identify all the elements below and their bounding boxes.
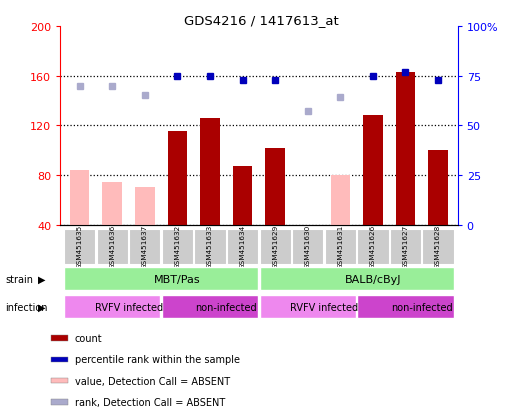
Bar xyxy=(51,357,68,362)
Text: strain: strain xyxy=(5,274,33,284)
Bar xyxy=(428,151,448,225)
FancyBboxPatch shape xyxy=(423,230,454,264)
FancyBboxPatch shape xyxy=(195,230,225,264)
Bar xyxy=(103,183,122,225)
FancyBboxPatch shape xyxy=(259,230,291,264)
FancyBboxPatch shape xyxy=(227,230,258,264)
Text: ▶: ▶ xyxy=(38,274,46,284)
Bar xyxy=(51,335,68,341)
Text: rank, Detection Call = ABSENT: rank, Detection Call = ABSENT xyxy=(75,397,225,407)
Bar xyxy=(233,167,253,225)
FancyBboxPatch shape xyxy=(292,230,323,264)
Bar xyxy=(70,171,89,225)
Text: count: count xyxy=(75,333,103,343)
Text: GSM451629: GSM451629 xyxy=(272,225,278,269)
Text: GDS4216 / 1417613_at: GDS4216 / 1417613_at xyxy=(184,14,339,27)
Text: GSM451626: GSM451626 xyxy=(370,225,376,269)
FancyBboxPatch shape xyxy=(97,230,128,264)
Text: non-infected: non-infected xyxy=(391,302,452,312)
Bar xyxy=(51,378,68,384)
Text: MBT/Pas: MBT/Pas xyxy=(154,274,201,284)
Text: RVFV infected: RVFV infected xyxy=(95,302,163,312)
Bar xyxy=(51,399,68,405)
Text: GSM451634: GSM451634 xyxy=(240,225,246,269)
FancyBboxPatch shape xyxy=(162,295,258,318)
FancyBboxPatch shape xyxy=(390,230,421,264)
FancyBboxPatch shape xyxy=(357,295,454,318)
Text: GSM451637: GSM451637 xyxy=(142,225,148,269)
Text: GSM451635: GSM451635 xyxy=(77,225,83,269)
Bar xyxy=(396,73,415,225)
Text: GSM451628: GSM451628 xyxy=(435,225,441,269)
Text: non-infected: non-infected xyxy=(196,302,257,312)
Text: RVFV infected: RVFV infected xyxy=(290,302,358,312)
Text: GSM451630: GSM451630 xyxy=(305,225,311,269)
FancyBboxPatch shape xyxy=(259,295,356,318)
Text: GSM451631: GSM451631 xyxy=(337,225,343,269)
Text: GSM451636: GSM451636 xyxy=(109,225,115,269)
Bar xyxy=(200,119,220,225)
Text: GSM451632: GSM451632 xyxy=(175,225,180,269)
Bar xyxy=(135,188,155,225)
Text: percentile rank within the sample: percentile rank within the sample xyxy=(75,354,240,364)
FancyBboxPatch shape xyxy=(325,230,356,264)
Bar xyxy=(265,148,285,225)
Text: BALB/cByJ: BALB/cByJ xyxy=(345,274,401,284)
Bar xyxy=(168,132,187,225)
Bar xyxy=(363,116,383,225)
FancyBboxPatch shape xyxy=(259,268,454,291)
FancyBboxPatch shape xyxy=(64,268,258,291)
FancyBboxPatch shape xyxy=(64,230,95,264)
Bar xyxy=(331,176,350,225)
Text: GSM451627: GSM451627 xyxy=(403,225,408,269)
FancyBboxPatch shape xyxy=(162,230,193,264)
Text: GSM451633: GSM451633 xyxy=(207,225,213,269)
FancyBboxPatch shape xyxy=(64,295,161,318)
FancyBboxPatch shape xyxy=(357,230,389,264)
FancyBboxPatch shape xyxy=(129,230,161,264)
Text: value, Detection Call = ABSENT: value, Detection Call = ABSENT xyxy=(75,376,230,386)
Text: ▶: ▶ xyxy=(38,302,46,312)
Text: infection: infection xyxy=(5,302,48,312)
